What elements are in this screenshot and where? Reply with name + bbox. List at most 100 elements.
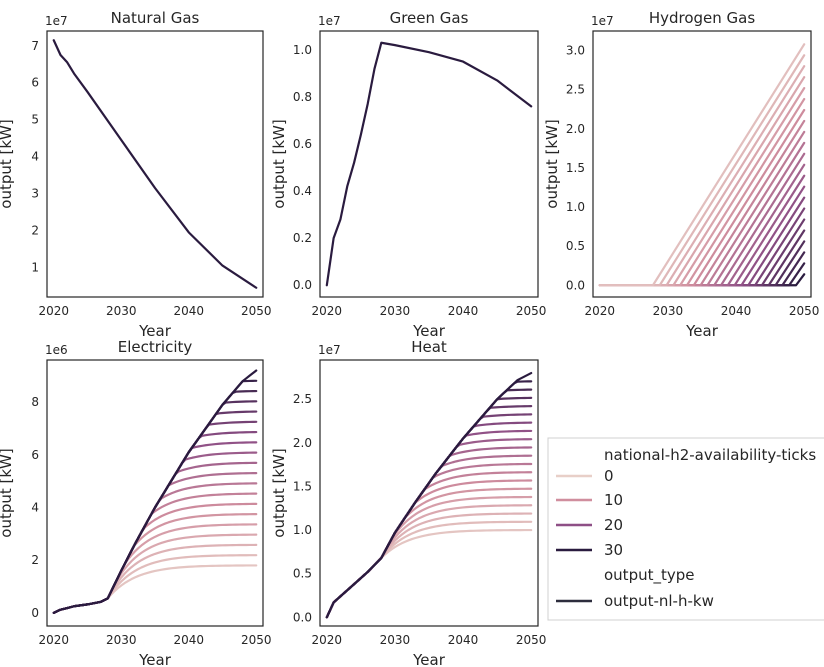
series-line-12 — [325, 429, 533, 619]
x-tick-label: 2020 — [312, 304, 343, 318]
chart-panel-3: Electricity 1e6 Year output [kW] 2020 2030 204… — [0, 338, 272, 667]
chart-title: Green Gas — [390, 9, 469, 27]
y-tick-label: 2.5 — [293, 392, 312, 406]
y-tick-label: 2.0 — [566, 122, 585, 136]
chart-panel-2: Hydrogen Gas 1e7 Year output [kW] 2020 2030 20… — [543, 9, 819, 340]
x-tick-label: 2030 — [106, 633, 137, 647]
series-group — [52, 369, 258, 614]
series-group — [52, 39, 258, 289]
legend-label-output: output-nl-h-kw — [604, 592, 714, 610]
y-tick-label: 1.0 — [566, 200, 585, 214]
chart-title: Natural Gas — [111, 9, 200, 27]
y-tick-label: 0.8 — [293, 90, 312, 104]
chart-panel-4: Heat 1e7 Year output [kW] 2020 2030 2040 2050 0.… — [270, 338, 546, 667]
y-tick-label: 3.0 — [566, 44, 585, 58]
series-line-2 — [52, 543, 258, 614]
y-tick-label: 3 — [31, 187, 39, 201]
series-line-0 — [325, 528, 533, 619]
x-axis-label: Year — [412, 651, 446, 667]
legend-label-10: 10 — [604, 491, 623, 509]
x-tick-label: 2040 — [448, 633, 479, 647]
series-line-0 — [52, 39, 258, 289]
y-axis-label: output [kW] — [270, 448, 288, 537]
y-tick-label: 2.0 — [293, 436, 312, 450]
y-tick-label: 4 — [31, 500, 39, 514]
y-tick-label: 1 — [31, 260, 39, 274]
y-tick-label: 0.6 — [293, 137, 312, 151]
chart-panel-1: Green Gas 1e7 Year output [kW] 2020 2030 2040 2… — [270, 9, 546, 340]
chart-title: Hydrogen Gas — [649, 9, 756, 27]
series-line-8 — [52, 482, 258, 614]
x-tick-label: 2050 — [516, 633, 547, 647]
x-tick-label: 2030 — [106, 304, 137, 318]
y-tick-label: 1.0 — [293, 523, 312, 537]
x-tick-label: 2040 — [173, 304, 204, 318]
plot-frame — [592, 30, 812, 298]
series-line-1 — [325, 520, 533, 619]
x-axis-label: Year — [138, 651, 172, 667]
y-tick-label: 1.5 — [293, 479, 312, 493]
x-tick-label: 2020 — [38, 633, 69, 647]
legend-label-30: 30 — [604, 541, 623, 559]
series-line-18 — [52, 379, 258, 614]
y-tick-label: 0.4 — [293, 184, 312, 198]
axis-scale-label: 1e7 — [591, 14, 614, 28]
y-axis-label: output [kW] — [0, 448, 15, 537]
series-line-19 — [52, 369, 258, 614]
series-line-14 — [325, 413, 533, 619]
y-tick-label: 0.2 — [293, 231, 312, 245]
series-group — [598, 43, 806, 287]
series-line-3 — [52, 533, 258, 614]
x-tick-label: 2030 — [380, 304, 411, 318]
x-tick-label: 2030 — [380, 633, 411, 647]
axis-scale-label: 1e7 — [45, 14, 68, 28]
plot-frame — [46, 30, 264, 298]
y-tick-label: 2 — [31, 224, 39, 238]
axis-scale-label: 1e7 — [318, 14, 341, 28]
series-line-0 — [598, 43, 806, 287]
plot-frame — [319, 30, 539, 298]
series-line-11 — [52, 451, 258, 614]
x-tick-label: 2030 — [653, 304, 684, 318]
y-axis-label: output [kW] — [270, 119, 288, 208]
y-tick-label: 4 — [31, 150, 39, 164]
series-line-0 — [52, 564, 258, 614]
y-tick-label: 0.5 — [293, 567, 312, 581]
y-tick-label: 0.0 — [566, 278, 585, 292]
y-tick-label: 2 — [31, 553, 39, 567]
x-tick-label: 2040 — [721, 304, 752, 318]
y-tick-label: 1.5 — [566, 161, 585, 175]
series-line-15 — [325, 405, 533, 619]
legend-label-20: 20 — [604, 516, 623, 534]
x-tick-label: 2050 — [789, 304, 820, 318]
y-tick-label: 2.5 — [566, 83, 585, 97]
series-line-3 — [325, 504, 533, 619]
series-line-14 — [52, 420, 258, 614]
series-line-6 — [52, 502, 258, 614]
y-tick-label: 1.0 — [293, 43, 312, 57]
x-tick-label: 2020 — [585, 304, 616, 318]
y-tick-label: 6 — [31, 76, 39, 90]
legend-frame — [547, 437, 824, 621]
series-line-17 — [52, 389, 258, 614]
x-tick-label: 2020 — [38, 304, 69, 318]
axis-scale-label: 1e7 — [318, 343, 341, 357]
axis-scale-label: 1e6 — [45, 343, 68, 357]
series-group — [325, 371, 533, 619]
chart-panel-0: Natural Gas 1e7 Year output [kW] 2020 2030 204… — [0, 9, 272, 340]
x-axis-label: Year — [685, 322, 719, 340]
legend-hue-title: national-h2-availability-ticks — [604, 446, 816, 464]
x-tick-label: 2050 — [241, 304, 272, 318]
y-tick-label: 7 — [31, 39, 39, 53]
series-line-19 — [325, 371, 533, 619]
x-tick-label: 2040 — [173, 633, 204, 647]
y-tick-label: 0.5 — [566, 239, 585, 253]
chart-title: Electricity — [118, 338, 193, 356]
y-tick-label: 5 — [31, 113, 39, 127]
y-tick-label: 0.0 — [293, 610, 312, 624]
legend-style-title: output_type — [604, 566, 694, 585]
x-tick-label: 2040 — [448, 304, 479, 318]
y-tick-label: 0.0 — [293, 278, 312, 292]
legend: national-h2-availability-ticks 0 10 20 3… — [547, 437, 824, 621]
